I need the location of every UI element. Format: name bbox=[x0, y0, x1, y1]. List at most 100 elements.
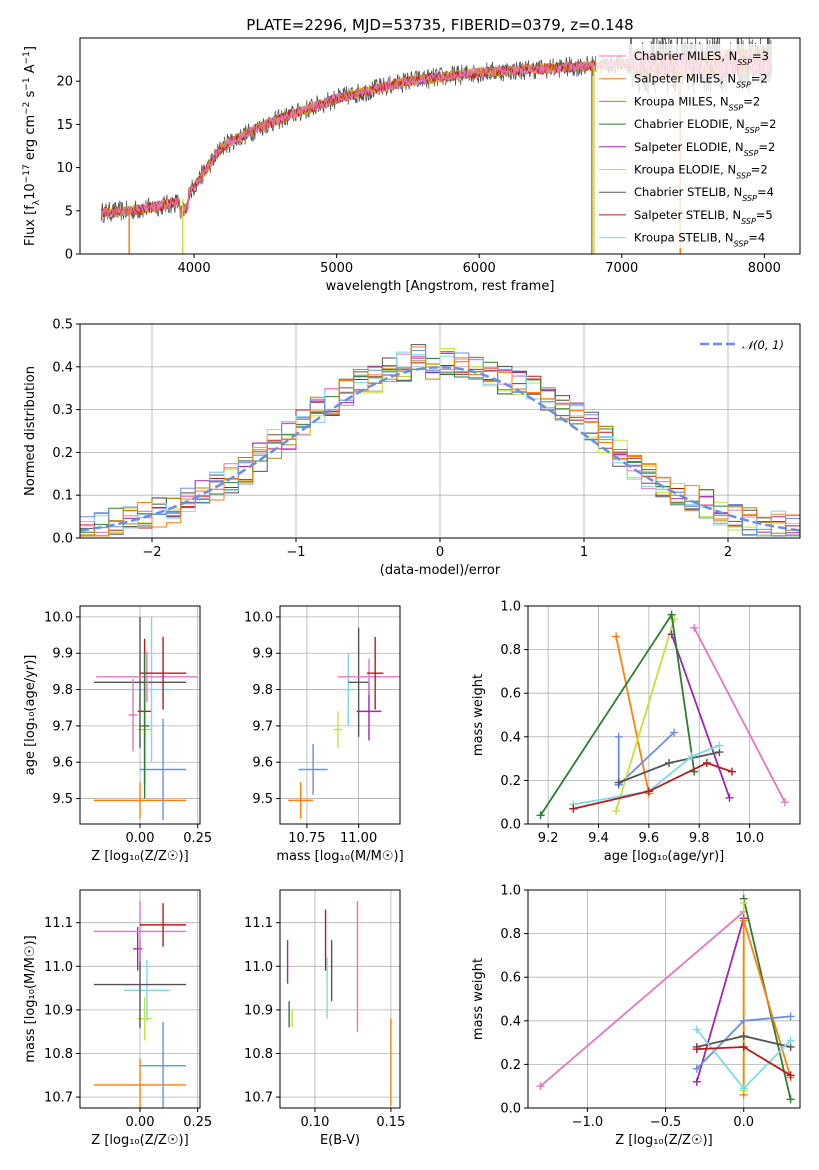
weight-line bbox=[695, 918, 745, 1083]
legend-label: 𝒩(0, 1) bbox=[742, 338, 784, 352]
weight-marker bbox=[702, 758, 711, 767]
y-tick-label: 9.8 bbox=[252, 683, 273, 698]
weight-marker bbox=[670, 728, 679, 737]
x-tick-label: 0.0 bbox=[733, 1115, 754, 1130]
y-axis-label: mass [log₁₀(M/M☉)] bbox=[23, 935, 38, 1062]
legend: Chabrier MILES, NSSP=3 Salpeter MILES, NS… bbox=[596, 44, 796, 248]
weight-line bbox=[618, 751, 720, 784]
weight-marker bbox=[612, 806, 621, 815]
x-tick-label: 0 bbox=[436, 545, 444, 560]
y-tick-label: 10.0 bbox=[244, 610, 273, 625]
plot-area bbox=[80, 606, 200, 824]
panel-mass_vs_Z: 0.00 0.25 10.7 10.8 10.9 11.0 11.1 Z [log₁₀(Z/Z… bbox=[23, 889, 212, 1148]
y-tick-label: 9.8 bbox=[52, 683, 73, 698]
legend-label: Salpeter MILES, NSSP=2 bbox=[634, 72, 768, 90]
y-tick-label: 9.9 bbox=[52, 647, 73, 662]
legend: 𝒩(0, 1) bbox=[700, 338, 784, 352]
panel-weight_vs_Z: −1.0 −0.5 0.0 0.0 0.2 0.4 0.6 0.8 1.0 Z [log₁₀(Z/… bbox=[471, 884, 801, 1148]
y-tick-label: 15 bbox=[56, 118, 73, 133]
axes-frame bbox=[527, 889, 801, 1109]
x-axis-label: E(B-V) bbox=[320, 1133, 360, 1148]
weight-marker bbox=[739, 916, 748, 925]
panel-age_vs_mass: 10.75 11.00 9.5 9.6 9.7 9.8 9.9 10.0 mass [log₁₀… bbox=[244, 605, 404, 864]
y-tick-label: 10.0 bbox=[44, 610, 73, 625]
x-tick-label: 1 bbox=[580, 545, 588, 560]
weight-marker bbox=[739, 1084, 748, 1093]
x-axis-label: Z [log₁₀(Z/Z☉)] bbox=[91, 1133, 188, 1148]
x-tick-label: 8000 bbox=[748, 261, 781, 276]
x-tick-label: 0.00 bbox=[126, 1115, 155, 1130]
y-tick-label: 0.0 bbox=[500, 1102, 521, 1117]
weight-marker bbox=[780, 798, 789, 807]
y-tick-label: 0 bbox=[65, 248, 73, 263]
y-tick-label: 0.6 bbox=[500, 971, 521, 986]
panel-mass_vs_EBV: 0.10 0.15 10.7 10.8 10.9 11.0 11.1 E(B-V) bbox=[244, 889, 405, 1148]
weight-marker bbox=[665, 758, 674, 767]
legend-label: Salpeter ELODIE, NSSP=2 bbox=[634, 140, 775, 158]
y-tick-label: 0.8 bbox=[500, 643, 521, 658]
weight-marker bbox=[786, 1071, 795, 1080]
weight-marker bbox=[739, 899, 748, 908]
weight-marker bbox=[667, 610, 676, 619]
y-tick-label: 0.2 bbox=[500, 774, 521, 789]
weight-marker bbox=[739, 1032, 748, 1041]
x-tick-label: 0.15 bbox=[376, 1115, 405, 1130]
panel-age_vs_Z: 0.00 0.25 9.5 9.6 9.7 9.8 9.9 10.0 Z [log₁₀(Z/Z☉… bbox=[23, 605, 212, 864]
x-tick-label: 9.2 bbox=[538, 831, 559, 846]
x-tick-label: 10.0 bbox=[735, 831, 764, 846]
axes-frame bbox=[279, 605, 401, 825]
y-tick-label: 10.8 bbox=[244, 1047, 273, 1062]
x-tick-label: 0.25 bbox=[183, 831, 212, 846]
x-tick-label: 2 bbox=[724, 545, 732, 560]
weight-marker bbox=[536, 811, 545, 820]
y-tick-label: 9.5 bbox=[52, 792, 73, 807]
weight-marker bbox=[644, 787, 653, 796]
panel-weight_vs_age: 9.2 9.4 9.6 9.8 10.0 0.0 0.2 0.4 0.6 0.8 1.0 age [l… bbox=[471, 600, 801, 864]
y-tick-label: 0.0 bbox=[500, 818, 521, 833]
x-tick-label: 7000 bbox=[605, 261, 638, 276]
y-tick-label: 9.9 bbox=[252, 647, 273, 662]
y-tick-label: 11.1 bbox=[244, 916, 273, 931]
x-axis-label: Z [log₁₀(Z/Z☉)] bbox=[615, 1133, 712, 1148]
y-tick-label: 0.5 bbox=[52, 318, 73, 333]
legend-box bbox=[596, 44, 796, 248]
weight-marker bbox=[692, 1064, 701, 1073]
x-tick-label: 5000 bbox=[320, 261, 353, 276]
y-tick-label: 0.4 bbox=[500, 730, 521, 745]
legend-label: Chabrier MILES, NSSP=3 bbox=[634, 49, 769, 67]
x-tick-label: 9.4 bbox=[588, 831, 609, 846]
plot-area bbox=[80, 324, 800, 538]
y-tick-label: 0.2 bbox=[52, 446, 73, 461]
x-tick-label: 9.8 bbox=[689, 831, 710, 846]
x-tick-label: −2 bbox=[142, 545, 161, 560]
legend-label: Kroupa ELODIE, NSSP=2 bbox=[634, 163, 768, 181]
x-axis-label: (data-model)/error bbox=[380, 563, 501, 578]
weight-marker bbox=[614, 778, 623, 787]
y-tick-label: 10 bbox=[56, 161, 73, 176]
y-tick-label: 10.7 bbox=[44, 1091, 73, 1106]
panel-residuals: −2 −1 0 1 2 0.0 0.1 0.2 0.3 0.4 0.5 (data-model)/er… bbox=[23, 318, 801, 578]
y-tick-label: 9.7 bbox=[252, 719, 273, 734]
plot-area bbox=[280, 606, 400, 824]
legend-label: Chabrier ELODIE, NSSP=2 bbox=[634, 117, 776, 135]
y-tick-label: 11.1 bbox=[44, 916, 73, 931]
weight-line bbox=[573, 762, 733, 810]
y-tick-label: 1.0 bbox=[500, 884, 521, 899]
x-axis-label: age [log₁₀(age/yr)] bbox=[604, 849, 725, 864]
weight-marker bbox=[690, 623, 699, 632]
y-tick-label: 0.2 bbox=[500, 1058, 521, 1073]
weight-marker bbox=[786, 1012, 795, 1021]
y-tick-label: 10.9 bbox=[44, 1003, 73, 1018]
weight-marker bbox=[728, 767, 736, 776]
weight-marker bbox=[687, 752, 696, 761]
weight-marker bbox=[692, 1045, 701, 1054]
x-tick-label: 0.25 bbox=[183, 1115, 212, 1130]
y-axis-label: mass weight bbox=[471, 958, 486, 1040]
weight-marker bbox=[612, 632, 621, 641]
panel-spectrum: 4000 5000 6000 7000 8000 0 5 10 15 20 wavelength [… bbox=[22, 37, 801, 294]
weight-line bbox=[539, 911, 745, 1087]
y-axis-label: Normed distribution bbox=[23, 366, 38, 496]
y-tick-label: 0.6 bbox=[500, 687, 521, 702]
y-tick-label: 0.4 bbox=[52, 360, 73, 375]
